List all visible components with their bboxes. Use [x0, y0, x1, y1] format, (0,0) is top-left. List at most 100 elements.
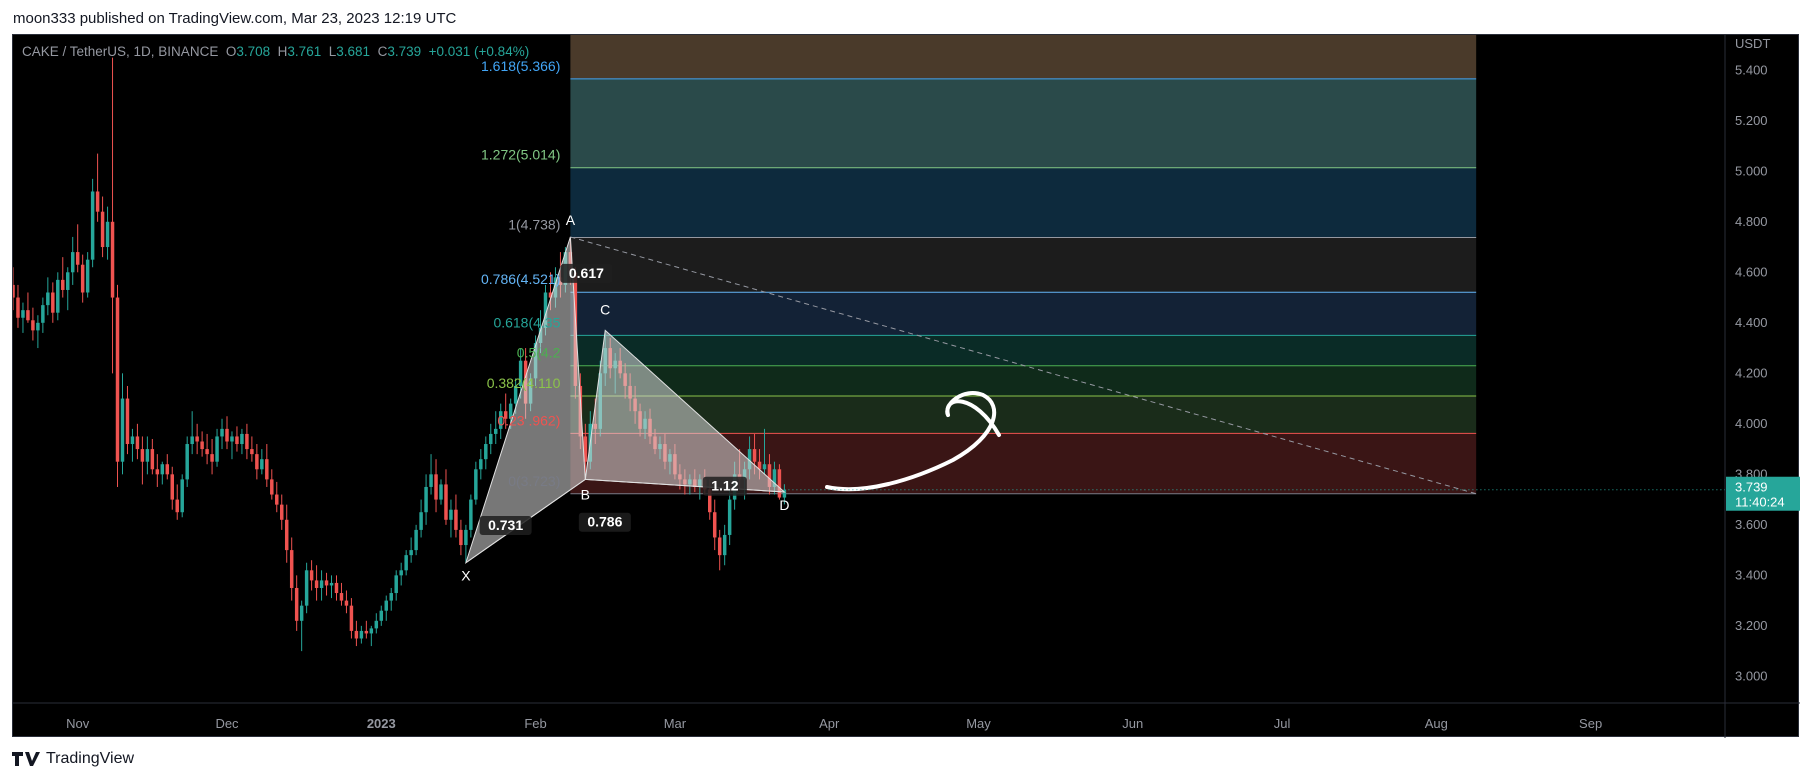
candle-body: [294, 587, 299, 621]
candle-body: [384, 600, 388, 611]
candle-body: [70, 252, 75, 273]
fib-zone: [570, 167, 1477, 238]
dashed-trendline: [570, 236, 1477, 495]
pattern-point-d: D: [779, 497, 789, 513]
candle-body: [359, 630, 364, 639]
candle-body: [503, 411, 508, 419]
candle-body: [120, 398, 125, 462]
legend-o-label: O: [225, 44, 237, 59]
pattern-ratio-label: 1.12: [711, 478, 738, 494]
time-axis: Nov Dec 2023 Feb Mar Apr May Jun Jul Aug Sep: [13, 702, 1800, 738]
candle-body: [130, 436, 135, 445]
candle-body: [41, 305, 45, 323]
candle-body: [275, 494, 279, 505]
candle-body: [56, 279, 60, 313]
candle-body: [110, 221, 115, 298]
candle-body: [449, 509, 453, 520]
hand-drawn-arrow: [825, 391, 1001, 492]
candle-body: [205, 449, 209, 455]
candle-body: [115, 297, 120, 462]
price-tick-label: 3.600: [1735, 517, 1768, 532]
fib-level-label: 0.23 .962): [497, 412, 560, 428]
last-price-value: 3.739: [1735, 480, 1768, 495]
price-tick-label: 4.000: [1735, 416, 1768, 431]
harmonic-pattern: X A B C D 0.731 0.617 0.786 1.12: [461, 212, 789, 584]
time-tick-label: Nov: [66, 716, 90, 731]
publisher-caption: moon333 published on TradingView.com, Ma…: [13, 10, 457, 27]
candle-body: [31, 320, 35, 331]
candle-body: [777, 469, 782, 498]
ratio-badge-bg: [560, 263, 613, 283]
candle-body: [712, 512, 717, 538]
candle-body: [215, 436, 219, 462]
candle-body: [479, 459, 483, 470]
candle-body: [304, 570, 309, 606]
fib-zone: [570, 396, 1477, 434]
candle-body: [100, 211, 105, 248]
candle-body: [16, 297, 20, 318]
candle-body: [394, 575, 398, 594]
chart-frame[interactable]: X A B C D 0.731 0.617 0.786 1.12 1.618(5.366) 1.2…: [12, 34, 1800, 738]
candle-body: [265, 459, 269, 480]
candle-body: [439, 484, 443, 500]
tradingview-logo-icon: [12, 752, 40, 766]
candle-body: [474, 469, 478, 500]
candle-body: [424, 486, 428, 513]
time-tick-label: 2023: [367, 716, 396, 731]
pattern-point-b: B: [581, 486, 590, 502]
fib-zone: [570, 335, 1477, 366]
candle-body: [747, 449, 752, 470]
tradingview-brand[interactable]: TradingView: [12, 750, 134, 768]
candle-body: [235, 436, 239, 445]
price-tick-label: 5.000: [1735, 163, 1768, 178]
candle-body: [752, 449, 757, 462]
symbol-legend[interactable]: CAKE / TetherUS, 1D, BINANCE O3.708 H3.7…: [22, 44, 529, 59]
candle-body: [289, 550, 294, 588]
legend-high: 3.761: [287, 44, 322, 59]
pattern-point-x: X: [461, 568, 471, 584]
candle-body: [762, 464, 767, 470]
candle-body: [329, 582, 334, 586]
candle-body: [369, 628, 374, 634]
candle-body: [484, 444, 488, 460]
fib-zone: [570, 292, 1477, 336]
candle-body: [225, 428, 229, 442]
annotations: [570, 236, 1477, 495]
time-tick-label: Jul: [1274, 716, 1291, 731]
candle-body: [250, 449, 254, 455]
candle-body: [717, 537, 722, 556]
candle-body: [419, 512, 423, 530]
candle-body: [309, 570, 314, 581]
price-axis-currency: USDT: [1735, 36, 1770, 51]
candle-body: [334, 582, 339, 594]
candle-body: [66, 272, 70, 290]
candle-body: [245, 433, 249, 450]
candle-body: [200, 441, 204, 450]
candle-body: [444, 484, 448, 520]
candle-body: [722, 534, 727, 556]
time-tick-label: Feb: [524, 716, 546, 731]
pattern-bd-line: [585, 478, 785, 493]
candle-body: [757, 461, 762, 470]
candle-body: [140, 449, 145, 462]
fib-level-label: 0.618(4.35: [493, 314, 560, 330]
candle-body: [105, 221, 110, 248]
candle-body: [583, 436, 588, 462]
chart-canvas[interactable]: X A B C D 0.731 0.617 0.786 1.12 1.618(5.366) 1.2…: [13, 35, 1800, 738]
legend-c-label: C: [377, 44, 388, 59]
candle-body: [727, 499, 732, 535]
ratio-badge-bg: [578, 512, 631, 532]
candle-body: [26, 310, 30, 321]
candle-body: [339, 593, 344, 601]
price-tick-label: 3.200: [1735, 618, 1768, 633]
candle-body: [364, 630, 369, 634]
candle-body: [255, 454, 259, 470]
time-tick-label: Dec: [215, 716, 239, 731]
candle-body: [379, 610, 384, 621]
ratio-badge-bg: [479, 516, 532, 536]
legend-change: +0.031 (+0.84%): [428, 44, 530, 59]
candle-body: [374, 620, 379, 629]
fib-level-label: 1.272(5.014): [481, 147, 560, 163]
legend-l-label: L: [328, 44, 337, 59]
candle-body: [260, 459, 264, 470]
